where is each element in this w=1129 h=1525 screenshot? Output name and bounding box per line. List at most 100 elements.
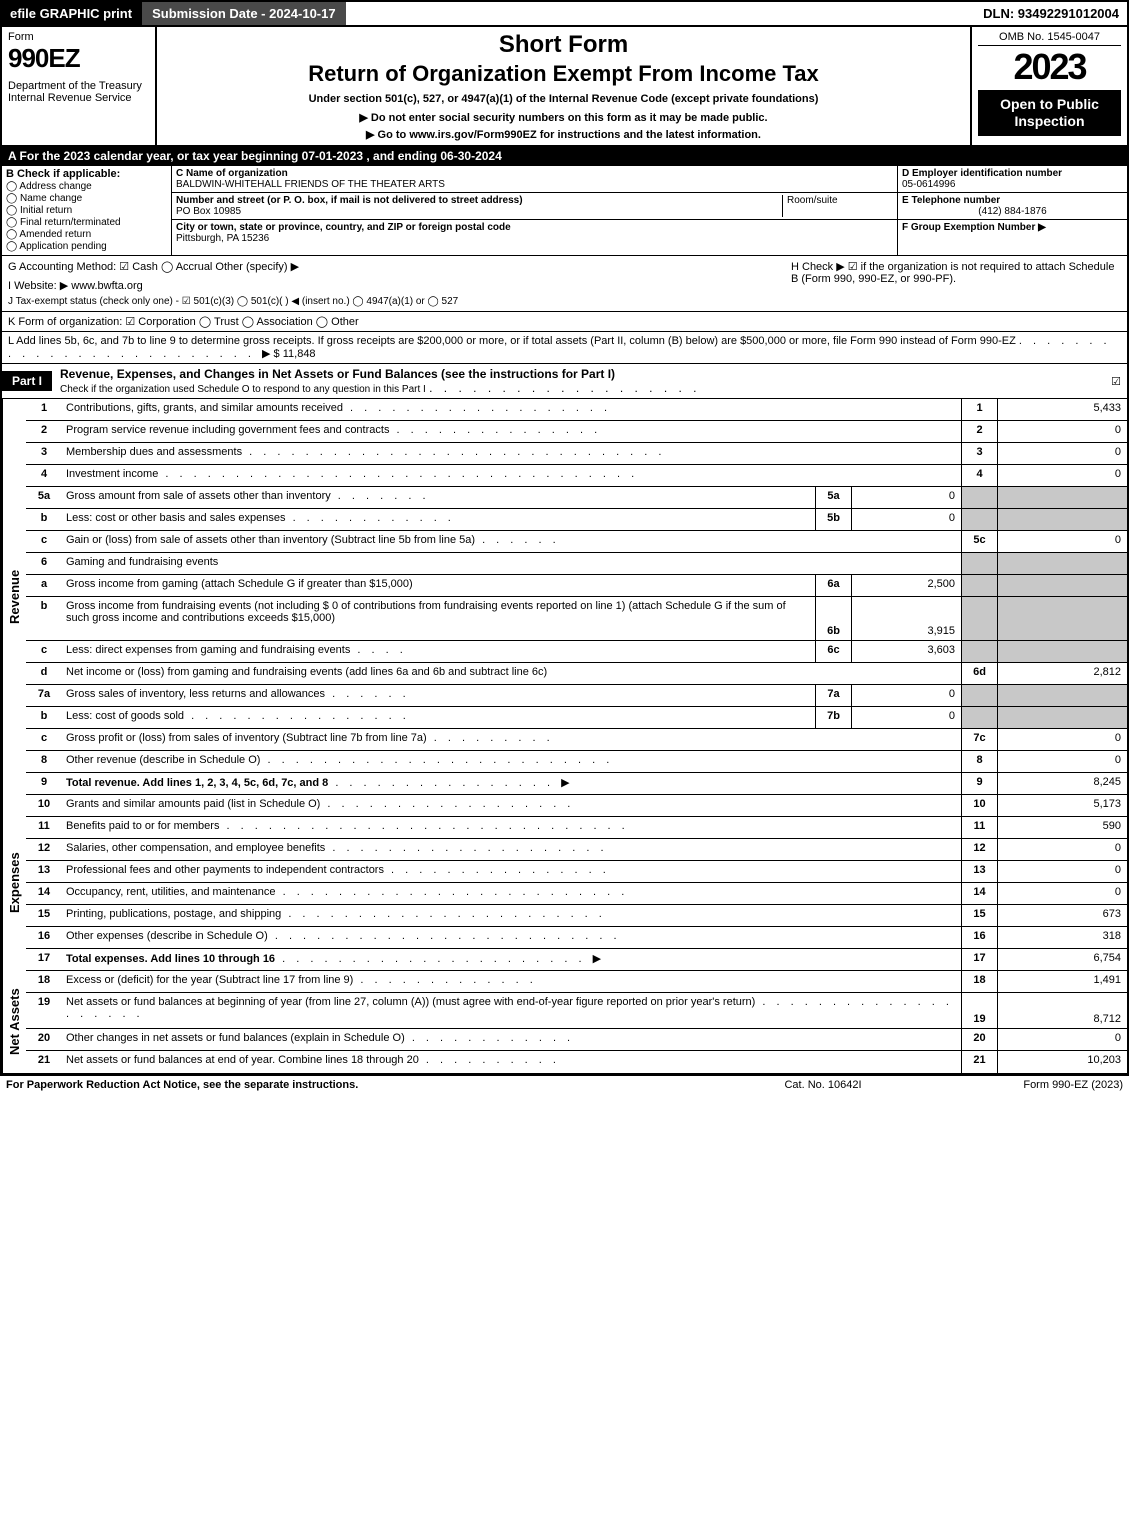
ssn-warning: ▶ Do not enter social security numbers o… [163, 111, 964, 124]
ln21-val: 10,203 [997, 1051, 1127, 1073]
footer-formno: Form 990-EZ (2023) [923, 1079, 1123, 1091]
ln3-rnum: 3 [961, 443, 997, 464]
ln5a-sv: 0 [851, 487, 961, 508]
ln5a-desc: Gross amount from sale of assets other t… [62, 487, 815, 508]
row-a-tax-year: A For the 2023 calendar year, or tax yea… [0, 147, 1129, 166]
ln7c-rnum: 7c [961, 729, 997, 750]
ln17-desc: Total expenses. Add lines 10 through 16 … [62, 949, 961, 970]
ln12-rnum: 12 [961, 839, 997, 860]
chk-final-return[interactable]: ◯ Final return/terminated [6, 217, 167, 228]
chk-name-change[interactable]: ◯ Name change [6, 193, 167, 204]
expenses-grid: Expenses 10Grants and similar amounts pa… [0, 795, 1129, 971]
ln9-desc: Total revenue. Add lines 1, 2, 3, 4, 5c,… [62, 773, 961, 794]
ln5c-val: 0 [997, 531, 1127, 552]
ln7b-desc: Less: cost of goods sold . . . . . . . .… [62, 707, 815, 728]
ln6a-num: a [26, 575, 62, 596]
ln4-num: 4 [26, 465, 62, 486]
part1-sub: Check if the organization used Schedule … [60, 384, 426, 395]
chk-initial-return[interactable]: ◯ Initial return [6, 205, 167, 216]
ln15-val: 673 [997, 905, 1127, 926]
dln: DLN: 93492291012004 [975, 2, 1127, 25]
header-center: Short Form Return of Organization Exempt… [157, 27, 972, 145]
ln9-rnum: 9 [961, 773, 997, 794]
room-suite-label: Room/suite [783, 195, 893, 217]
short-form-title: Short Form [163, 31, 964, 59]
ln11-rnum: 11 [961, 817, 997, 838]
ein-value: 05-0614996 [902, 179, 1123, 190]
ln20-num: 20 [26, 1029, 62, 1050]
ln8-rnum: 8 [961, 751, 997, 772]
ln3-num: 3 [26, 443, 62, 464]
ln2-val: 0 [997, 421, 1127, 442]
ln7a-desc: Gross sales of inventory, less returns a… [62, 685, 815, 706]
chk-application-pending[interactable]: ◯ Application pending [6, 241, 167, 252]
netassets-grid: Net Assets 18Excess or (deficit) for the… [0, 971, 1129, 1075]
ln16-rnum: 16 [961, 927, 997, 948]
chk-address-change[interactable]: ◯ Address change [6, 181, 167, 192]
c-city-label: City or town, state or province, country… [176, 222, 893, 233]
ln18-desc: Excess or (deficit) for the year (Subtra… [62, 971, 961, 992]
chk-amended-return[interactable]: ◯ Amended return [6, 229, 167, 240]
ln16-num: 16 [26, 927, 62, 948]
ln7a-sv: 0 [851, 685, 961, 706]
ln14-rnum: 14 [961, 883, 997, 904]
ln6a-sn: 6a [815, 575, 851, 596]
ln6-num: 6 [26, 553, 62, 574]
section-bcdef: B Check if applicable: ◯ Address change … [0, 166, 1129, 256]
ln1-num: 1 [26, 399, 62, 420]
ln5c-num: c [26, 531, 62, 552]
ln7b-num: b [26, 707, 62, 728]
col-b: B Check if applicable: ◯ Address change … [2, 166, 172, 255]
ln14-num: 14 [26, 883, 62, 904]
part1-title: Revenue, Expenses, and Changes in Net As… [60, 367, 615, 381]
ln10-num: 10 [26, 795, 62, 816]
l-value: ▶ $ 11,848 [262, 348, 316, 360]
ln14-desc: Occupancy, rent, utilities, and maintena… [62, 883, 961, 904]
form-header: Form 990EZ Department of the Treasury In… [0, 27, 1129, 147]
ln19-desc: Net assets or fund balances at beginning… [62, 993, 961, 1028]
ln2-rnum: 2 [961, 421, 997, 442]
ln4-rnum: 4 [961, 465, 997, 486]
ln10-desc: Grants and similar amounts paid (list in… [62, 795, 961, 816]
ln13-num: 13 [26, 861, 62, 882]
k-form-org: K Form of organization: ☑ Corporation ◯ … [0, 312, 1129, 332]
ln5b-sv: 0 [851, 509, 961, 530]
form-word: Form [8, 31, 149, 43]
ln17-val: 6,754 [997, 949, 1127, 970]
ln20-rnum: 20 [961, 1029, 997, 1050]
ln6c-sv: 3,603 [851, 641, 961, 662]
ln6c-sn: 6c [815, 641, 851, 662]
header-right: OMB No. 1545-0047 2023 Open to Public In… [972, 27, 1127, 145]
g-accounting: G Accounting Method: ☑ Cash ◯ Accrual Ot… [8, 260, 791, 273]
revenue-grid: Revenue 1Contributions, gifts, grants, a… [0, 399, 1129, 795]
col-c: C Name of organization BALDWIN-WHITEHALL… [172, 166, 897, 255]
ln13-val: 0 [997, 861, 1127, 882]
ln18-num: 18 [26, 971, 62, 992]
return-title: Return of Organization Exempt From Incom… [163, 61, 964, 87]
ln21-desc: Net assets or fund balances at end of ye… [62, 1051, 961, 1073]
ln9-num: 9 [26, 773, 62, 794]
ln15-rnum: 15 [961, 905, 997, 926]
ln6d-desc: Net income or (loss) from gaming and fun… [62, 663, 961, 684]
ln5a-num: 5a [26, 487, 62, 508]
c-name-label: C Name of organization [176, 168, 893, 179]
ln1-rnum: 1 [961, 399, 997, 420]
goto-link[interactable]: ▶ Go to www.irs.gov/Form990EZ for instru… [163, 128, 964, 141]
org-name: BALDWIN-WHITEHALL FRIENDS OF THE THEATER… [176, 179, 893, 190]
page-footer: For Paperwork Reduction Act Notice, see … [0, 1075, 1129, 1094]
part1-tab: Part I [2, 371, 52, 391]
d-ein-label: D Employer identification number [902, 168, 1123, 179]
ln19-num: 19 [26, 993, 62, 1028]
e-phone-label: E Telephone number [902, 195, 1123, 206]
ln11-val: 590 [997, 817, 1127, 838]
ln8-num: 8 [26, 751, 62, 772]
footer-paperwork: For Paperwork Reduction Act Notice, see … [6, 1079, 723, 1091]
ln12-desc: Salaries, other compensation, and employ… [62, 839, 961, 860]
part1-header: Part I Revenue, Expenses, and Changes in… [0, 364, 1129, 399]
ln6b-num: b [26, 597, 62, 640]
part1-checkbox[interactable]: ☑ [1111, 375, 1127, 388]
ln10-rnum: 10 [961, 795, 997, 816]
ln13-rnum: 13 [961, 861, 997, 882]
ln10-val: 5,173 [997, 795, 1127, 816]
i-website[interactable]: I Website: ▶ www.bwfta.org [8, 279, 791, 292]
